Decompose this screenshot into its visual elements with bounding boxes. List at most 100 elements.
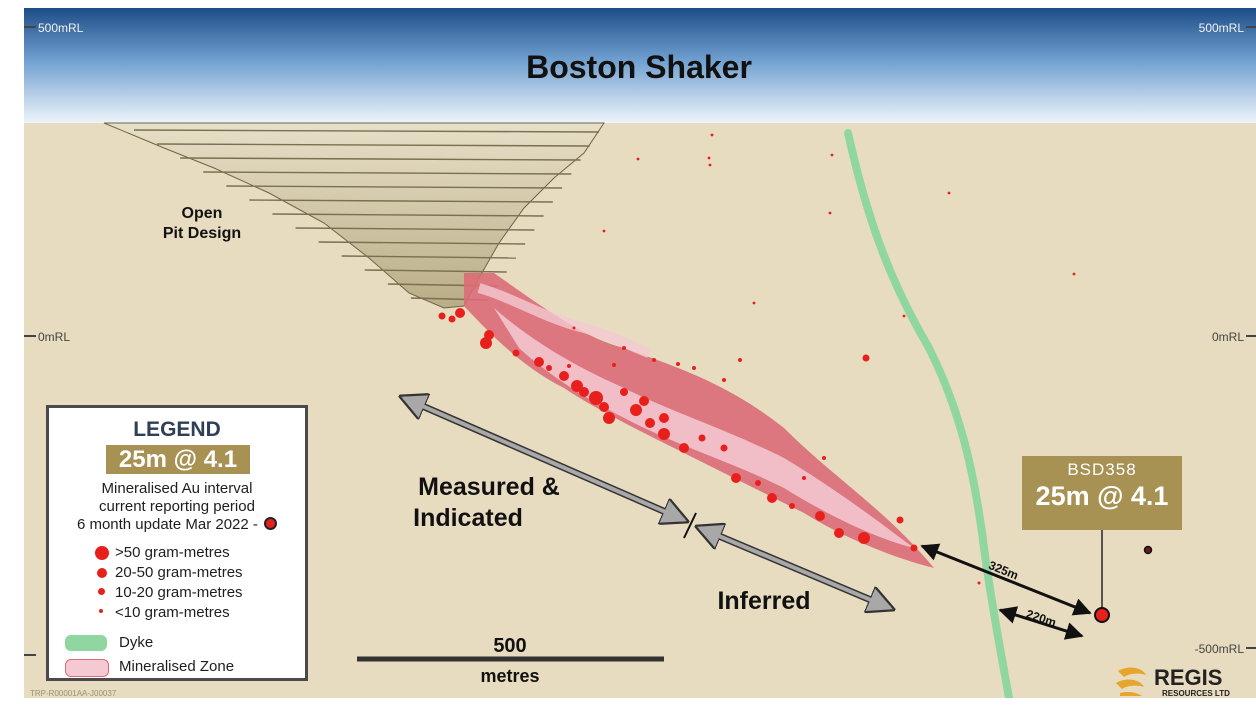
intercept-point bbox=[858, 532, 870, 544]
legend-desc-line-3: 6 month update Mar 2022 - bbox=[49, 516, 305, 533]
bsd358-callout: BSD358 25m @ 4.1 bbox=[1022, 456, 1182, 530]
mineralised-zone bbox=[464, 273, 934, 568]
intercept-point bbox=[679, 443, 689, 453]
diagram-title: Boston Shaker bbox=[526, 49, 752, 85]
intercept-point bbox=[752, 301, 756, 305]
legend: LEGEND 25m @ 4.1 Mineralised Au interval… bbox=[46, 405, 308, 681]
intercept-point bbox=[602, 229, 606, 233]
pit-label-line2: Pit Design bbox=[163, 225, 241, 242]
legend-desc-line: current reporting period bbox=[99, 498, 255, 515]
legend-dot-medium bbox=[97, 568, 107, 578]
intercept-point bbox=[620, 388, 628, 396]
legend-desc-text: 6 month update Mar 2022 - bbox=[76, 516, 258, 533]
legend-size-label: >50 gram-metres bbox=[115, 544, 230, 561]
intercept-point bbox=[692, 366, 696, 370]
pit-bench bbox=[364, 269, 507, 273]
dyke bbox=[844, 129, 1013, 698]
inferred-label: Inferred bbox=[717, 587, 810, 615]
intercept-point bbox=[559, 371, 569, 381]
distance-arrow-325 bbox=[920, 543, 1092, 616]
intercept-point bbox=[789, 503, 795, 509]
intercept-point bbox=[448, 315, 456, 323]
intercept-point bbox=[828, 211, 832, 215]
legend-zone-swatch bbox=[65, 659, 109, 677]
intercept-point bbox=[658, 428, 670, 440]
intercept-point bbox=[512, 349, 520, 357]
rl-label-top-left: 500mRL bbox=[38, 21, 84, 35]
legend-dot-large bbox=[95, 546, 109, 560]
section-frame: 500mRL 500mRL 0mRL 0mRL -500mRL Boston S… bbox=[24, 8, 1256, 698]
intercept-point bbox=[902, 314, 906, 318]
legend-dyke-swatch bbox=[65, 635, 107, 651]
rl-label-mid-right: 0mRL bbox=[1212, 330, 1244, 344]
pit-bench bbox=[272, 213, 544, 217]
legend-zone-label: Mineralised Zone bbox=[119, 658, 235, 675]
intercept-point bbox=[676, 362, 680, 366]
intercept-point bbox=[834, 528, 844, 538]
pit-bench bbox=[318, 241, 526, 245]
intercept-point bbox=[710, 133, 714, 137]
intercept-point bbox=[822, 456, 826, 460]
legend-dot-small bbox=[98, 588, 105, 595]
footer-code: TRP-R00001AA-J00037 bbox=[30, 689, 117, 698]
rl-label-mid-left: 0mRL bbox=[38, 330, 70, 344]
intercept-point bbox=[546, 365, 552, 371]
intercept-point bbox=[480, 337, 492, 349]
bsd358-intercept bbox=[1094, 607, 1110, 623]
intercept-point bbox=[896, 516, 904, 524]
intercept-point bbox=[862, 354, 870, 362]
pit-bench bbox=[249, 199, 553, 203]
intercept-point bbox=[977, 581, 981, 585]
intercept-point bbox=[910, 544, 918, 552]
sky bbox=[24, 8, 1256, 123]
legend-size-label: 20-50 gram-metres bbox=[115, 564, 243, 581]
measured-label-line1: Measured & bbox=[418, 473, 560, 501]
intercept-point bbox=[589, 391, 603, 405]
pit-bench bbox=[341, 255, 516, 259]
intercept-point bbox=[603, 412, 615, 424]
pit-bench bbox=[295, 227, 535, 231]
intercept-point bbox=[438, 312, 446, 320]
distance-arrow-220 bbox=[998, 606, 1084, 640]
intercept-point bbox=[622, 346, 626, 350]
intercept-point bbox=[708, 163, 712, 167]
legend-desc-line: Mineralised Au interval bbox=[101, 480, 253, 497]
intercept-point bbox=[579, 387, 589, 397]
intercept-point bbox=[698, 434, 706, 442]
regis-logo: REGIS RESOURCES LTD bbox=[1114, 663, 1256, 699]
inferred-extent-arrow-fill bbox=[699, 526, 891, 610]
intercept-point bbox=[947, 191, 951, 195]
intercept-point bbox=[630, 404, 642, 416]
legend-title: LEGEND bbox=[133, 418, 221, 441]
intercept-point bbox=[567, 364, 571, 368]
intercept-point bbox=[659, 413, 669, 423]
measured-extent-arrow-fill bbox=[403, 396, 685, 522]
intercept-point bbox=[707, 156, 711, 160]
intercept-point bbox=[720, 444, 728, 452]
scale-unit: metres bbox=[480, 666, 539, 686]
legend-dot-tiny bbox=[99, 609, 103, 613]
intercept-point bbox=[738, 358, 742, 362]
intercept-point bbox=[599, 402, 609, 412]
intercept-point bbox=[1072, 272, 1076, 276]
intercept-point bbox=[830, 153, 834, 157]
intercept-point bbox=[722, 378, 726, 382]
callout-hole: BSD358 bbox=[1067, 460, 1137, 479]
rl-label-top-right: 500mRL bbox=[1199, 21, 1245, 35]
rl-label-bottom-right: -500mRL bbox=[1195, 642, 1245, 656]
pit-bench bbox=[226, 185, 563, 189]
pit-label-line1: Open bbox=[182, 205, 223, 222]
pit-bench bbox=[133, 129, 600, 133]
legend-size-label: 10-20 gram-metres bbox=[115, 584, 243, 601]
measured-label-line2: Indicated bbox=[413, 504, 523, 532]
legend-size-label: <10 gram-metres bbox=[115, 604, 230, 621]
intercept-point bbox=[1143, 545, 1153, 555]
legend-current-dot bbox=[264, 517, 278, 530]
legend-dyke-label: Dyke bbox=[119, 634, 154, 651]
intercept-point bbox=[612, 363, 616, 367]
open-pit bbox=[103, 122, 605, 309]
intercept-point bbox=[731, 473, 741, 483]
intercept-point bbox=[652, 358, 656, 362]
intercept-point bbox=[802, 476, 806, 480]
intercept-point bbox=[534, 357, 544, 367]
